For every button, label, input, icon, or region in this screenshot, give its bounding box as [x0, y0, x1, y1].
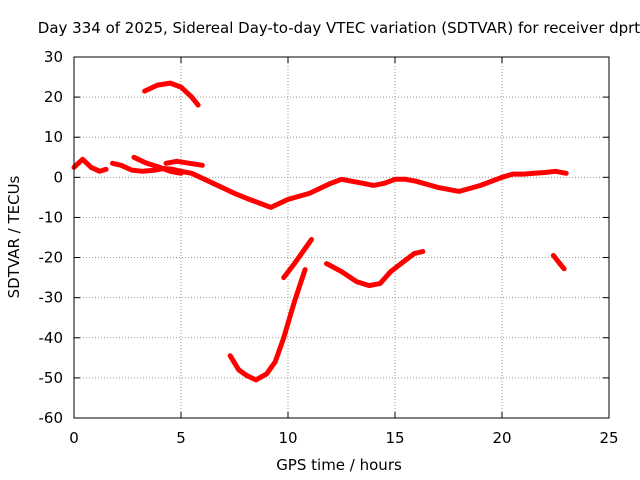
y-tick-label: -30: [39, 289, 64, 307]
x-axis-title: GPS time / hours: [276, 456, 402, 474]
x-tick-label: 0: [69, 429, 79, 447]
grid-lines: [74, 57, 609, 418]
plot-frame: [73, 56, 610, 419]
y-tick-label: 0: [53, 168, 63, 186]
chart-title: Day 334 of 2025, Sidereal Day-to-day VTE…: [38, 19, 640, 37]
y-tick-label: 10: [44, 128, 63, 146]
y-axis-title: SDTVAR / TECUs: [5, 175, 23, 298]
y-tick-label: -60: [39, 409, 64, 427]
series-arc-7: [227, 267, 308, 383]
series-arc-9: [324, 249, 426, 289]
y-tick-label: -10: [39, 208, 64, 226]
series-arc-4: [163, 158, 205, 168]
data-series: [71, 80, 569, 383]
y-tick-label: 20: [44, 88, 63, 106]
x-tick-label: 10: [278, 429, 297, 447]
series-arc-10: [550, 253, 567, 272]
series-arc-1: [71, 156, 109, 174]
axes: 0 5 10 15 20 25 30 20 10 0 -10 -20 -30 -40 -50 -60: [39, 48, 619, 447]
series-arc-6: [142, 80, 201, 108]
y-tick-label: -20: [39, 249, 64, 267]
x-tick-label: 25: [599, 429, 618, 447]
y-tick-label: -40: [39, 329, 64, 347]
x-tick-label: 5: [176, 429, 186, 447]
x-tick-label: 15: [385, 429, 404, 447]
y-tick-label: 30: [44, 48, 63, 66]
x-tick-label: 20: [492, 429, 511, 447]
series-arc-5: [167, 166, 569, 210]
series-arc-8: [281, 237, 314, 281]
y-tick-label: -50: [39, 369, 64, 387]
